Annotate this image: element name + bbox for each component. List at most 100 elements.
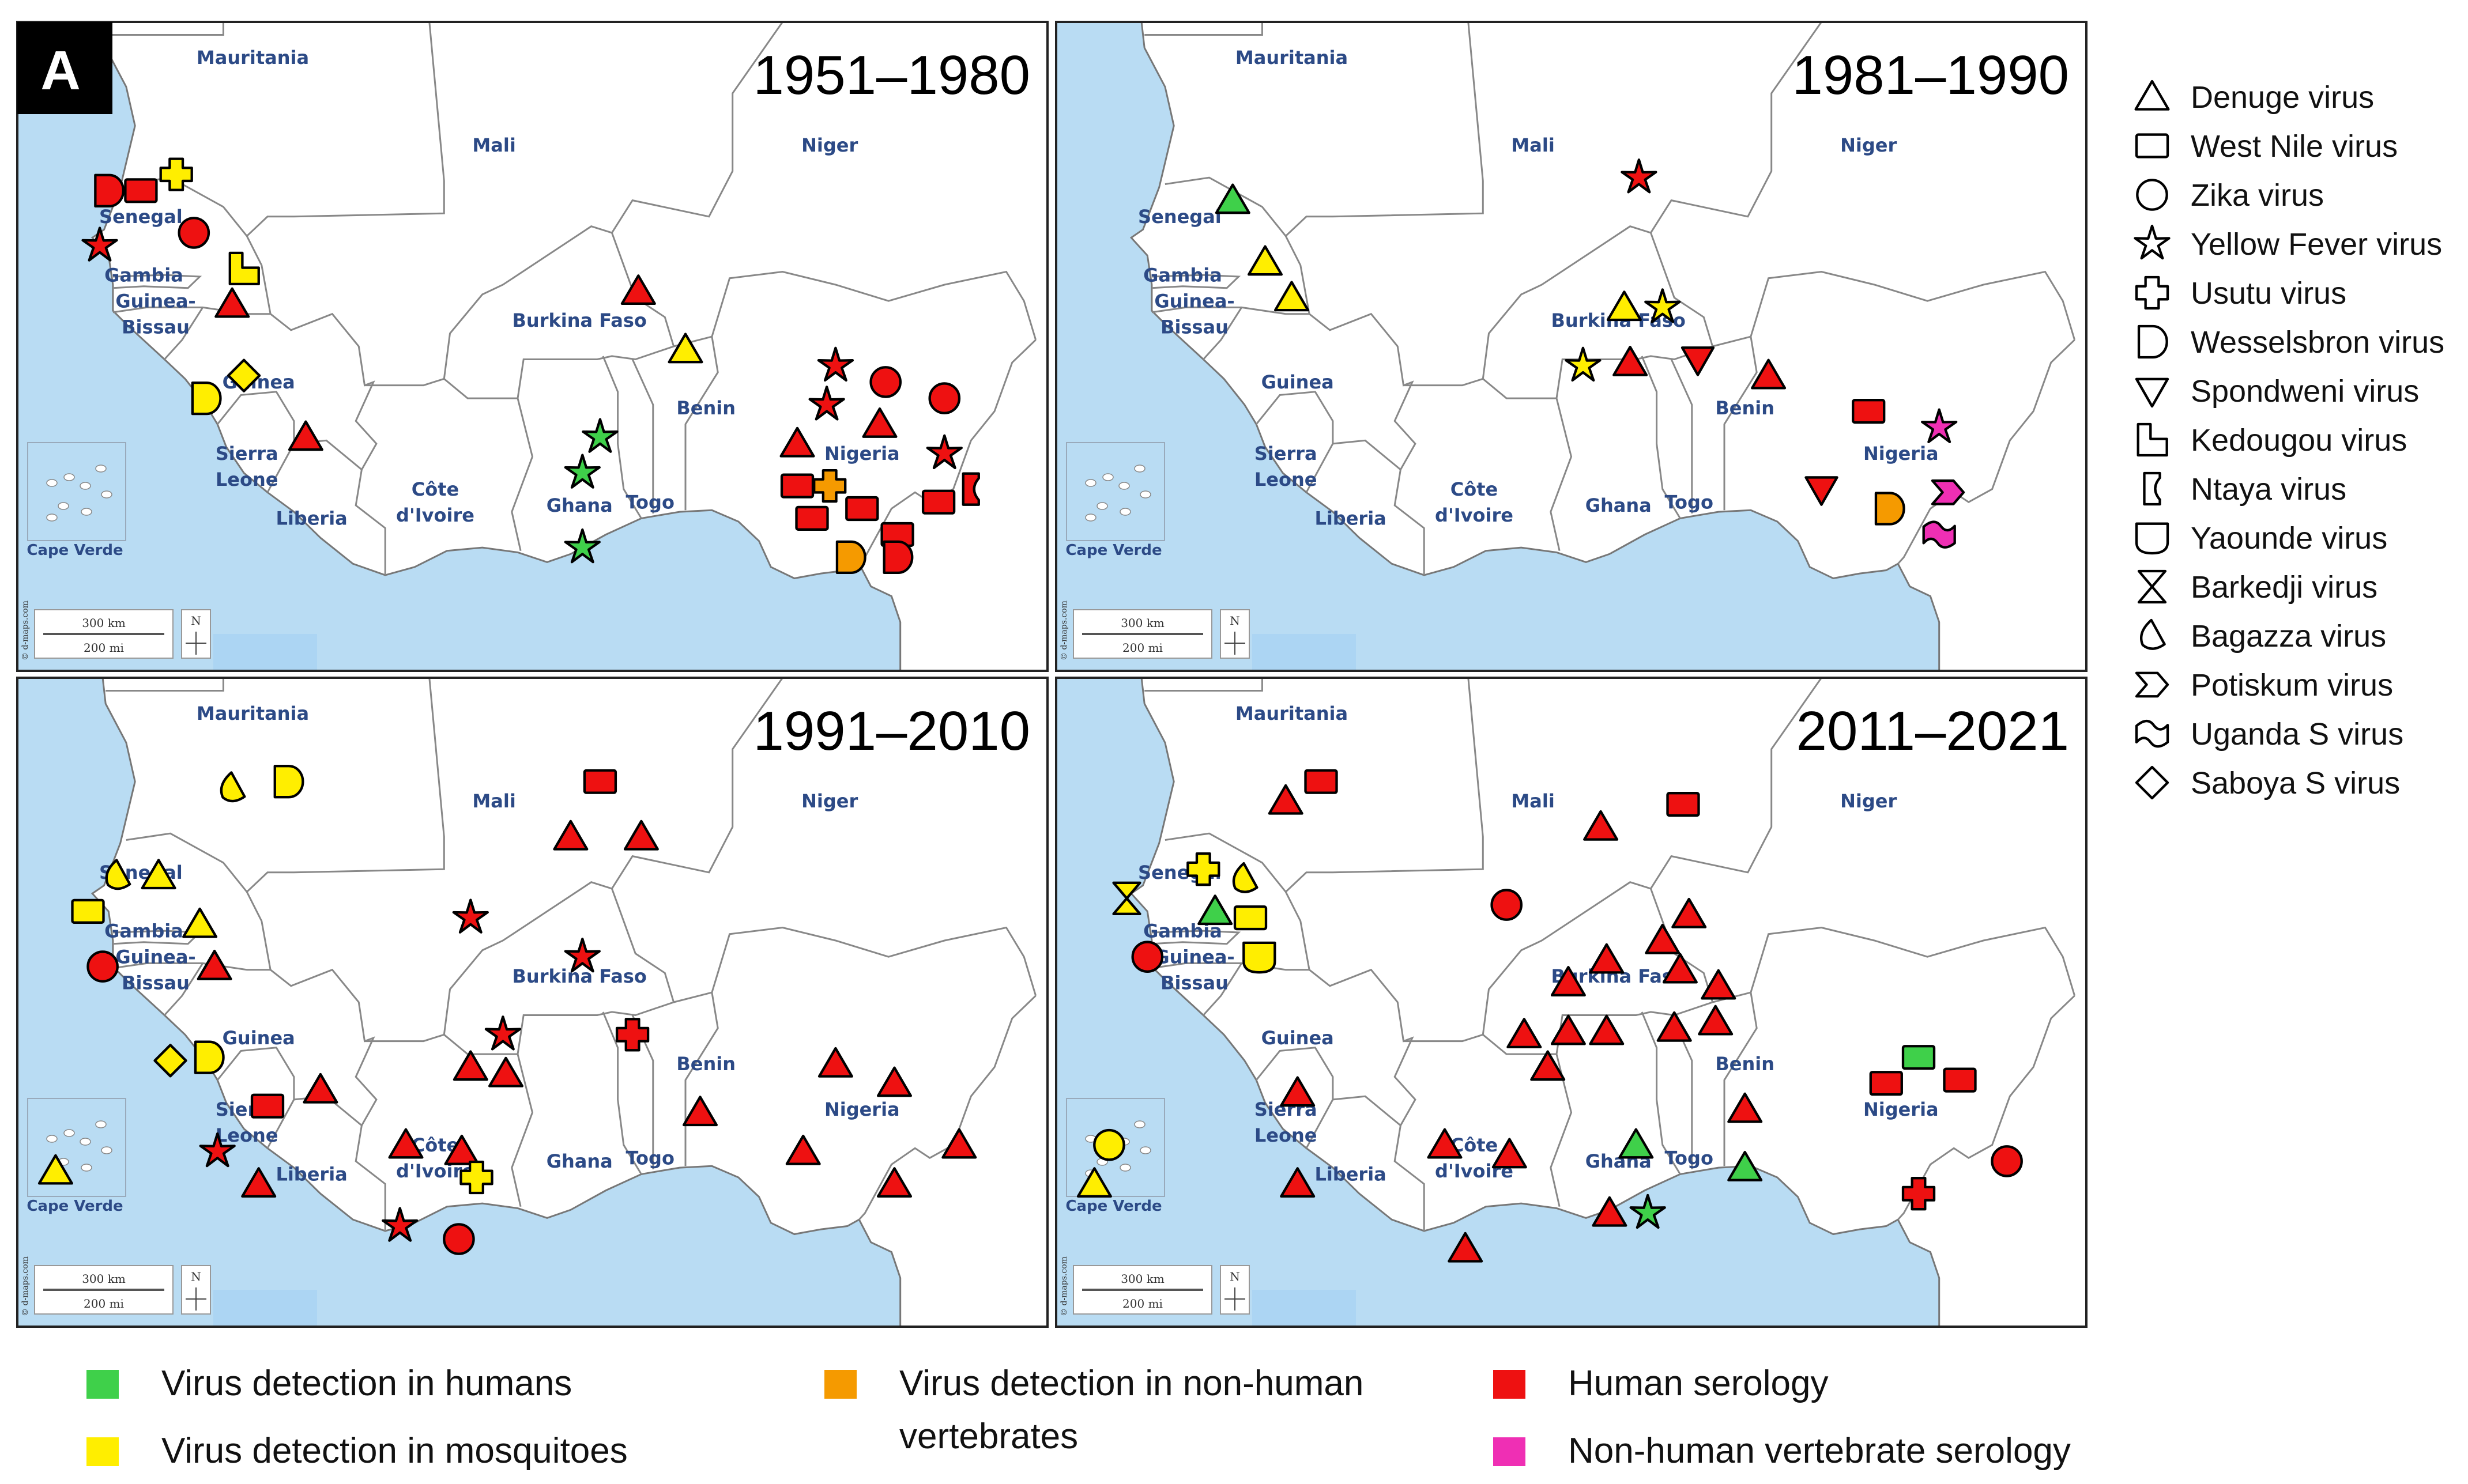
legend-square-icon	[2135, 133, 2169, 158]
north-arrow: N	[1220, 609, 1250, 659]
marker-wesselsbron-human-serology	[94, 173, 125, 207]
scale-bar: 300 km 200 mi	[34, 609, 174, 659]
legend-category-label: Virus detection in mosquitoes	[161, 1431, 628, 1471]
country-label-burkina-faso: Burkina Faso	[513, 309, 647, 331]
color-legend-human-detection: Virus detection in humans	[86, 1364, 572, 1403]
country-border	[517, 888, 675, 1055]
country-label-sierra-leone-2: Leone	[216, 469, 278, 490]
country-border	[1165, 22, 1484, 237]
country-label-guinea: Guinea	[1261, 371, 1334, 393]
country-border	[631, 358, 654, 513]
color-legend-human-serology: Human serology	[1493, 1364, 1828, 1403]
cape-verde-label: Cape Verde	[27, 542, 123, 559]
country-border	[1712, 991, 1758, 1166]
country-border	[611, 678, 783, 889]
marker-triangle-human-serology	[682, 1096, 718, 1127]
period-title: 2011–2021	[1796, 700, 2069, 762]
country-border	[1151, 274, 1241, 289]
country-border	[1284, 235, 1310, 314]
marker-star-human-serology	[452, 898, 489, 934]
country-label-senegal: Senegal	[1138, 206, 1222, 228]
north-label: N	[191, 1270, 201, 1283]
country-label-mali: Mali	[1511, 790, 1554, 812]
country-label-benin: Benin	[676, 397, 736, 419]
marker-star-human-serology	[926, 434, 963, 470]
marker-triangle-human-serology	[1491, 1138, 1527, 1169]
marker-circle-human-serology	[178, 217, 210, 249]
legend-virus-label: Yellow Fever virus	[2191, 227, 2442, 262]
marker-star-human-serology	[1621, 158, 1657, 194]
marker-triangle-human-serology	[197, 949, 232, 980]
legend-ntaya-icon	[2143, 471, 2161, 506]
country-label-togo: Togo	[626, 1147, 674, 1169]
country-label-niger: Niger	[1840, 790, 1897, 812]
legend-swatch	[1493, 1370, 1525, 1399]
markers	[1076, 769, 2023, 1263]
legend-virus-label: Yaounde virus	[2191, 521, 2387, 556]
marker-barkedji-mosquito-detection	[1112, 881, 1141, 915]
marker-star-mosquito-detection	[1565, 346, 1602, 382]
sea-patch	[213, 634, 317, 671]
marker-circle-human-serology	[928, 382, 961, 414]
country-label-togo: Togo	[626, 492, 674, 513]
marker-square-human-serology	[1304, 769, 1338, 794]
country-border	[711, 926, 1037, 996]
country-label-nigeria: Nigeria	[1863, 1098, 1939, 1120]
country-border	[1284, 891, 1310, 970]
legend-virus-label: Potiskum virus	[2191, 668, 2393, 703]
marker-bagazza-mosquito-detection	[1232, 862, 1259, 893]
period-title: 1991–2010	[753, 700, 1030, 762]
country-label-liberia: Liberia	[1314, 508, 1386, 530]
north-arrow: N	[181, 1265, 211, 1315]
marker-triangle-human-serology	[876, 1167, 913, 1198]
country-border	[711, 270, 1037, 341]
legend-virus-label: Saboya S virus	[2191, 766, 2400, 800]
country-label-guinea-bissau-2: Bissau	[122, 972, 190, 994]
markers	[37, 765, 977, 1255]
marker-wesselsbron-nonhuman-detection	[835, 540, 866, 575]
marker-cross-nonhuman-detection	[813, 469, 847, 503]
marker-triangle-human-serology	[1671, 897, 1707, 928]
legend-virus-label: Zika virus	[2191, 178, 2324, 213]
legend-uganda-icon	[2135, 719, 2169, 748]
copyright: © d-maps.com	[1060, 601, 1069, 660]
marker-star-human-detection	[564, 454, 601, 489]
marker-triangle-human-serology	[779, 426, 815, 458]
marker-square-human-serology	[845, 496, 879, 522]
copyright: © d-maps.com	[1060, 1256, 1069, 1316]
marker-square-human-serology	[250, 1093, 285, 1119]
marker-triangle-human-serology	[1698, 1005, 1734, 1036]
north-label: N	[1230, 1270, 1240, 1283]
country-border	[126, 22, 445, 237]
marker-star-human-detection	[564, 528, 601, 564]
scale-mi: 200 mi	[1122, 1297, 1163, 1311]
legend-item-star: Yellow Fever virus	[2134, 224, 2442, 262]
country-label-gambia: Gambia	[1143, 264, 1222, 286]
marker-triangle-human-serology	[488, 1056, 524, 1087]
marker-triangle-human-serology	[1645, 923, 1680, 954]
country-label-togo: Togo	[1664, 492, 1713, 513]
scale-km: 300 km	[82, 616, 126, 630]
marker-spondweni-human-serology	[1804, 476, 1838, 506]
marker-triangle-mosquito-detection	[668, 333, 703, 364]
country-border	[1750, 270, 2076, 341]
legend-item-circle: Zika virus	[2136, 178, 2324, 213]
scale-bar: 300 km 200 mi	[1073, 1265, 1212, 1315]
marker-triangle-mosquito-detection	[182, 907, 218, 938]
color-legend-nonhuman-detection: Virus detection in non-human vertebrates	[824, 1364, 1363, 1456]
country-label-guinea: Guinea	[223, 1027, 295, 1049]
country-label-liberia: Liberia	[1314, 1164, 1386, 1185]
marker-bagazza-mosquito-detection	[220, 771, 246, 803]
panel-letter: A	[40, 40, 80, 101]
panel-frame	[1055, 21, 2088, 672]
marker-triangle-mosquito-detection	[1247, 245, 1283, 276]
marker-triangle-human-serology	[1583, 810, 1619, 841]
country-border	[126, 678, 445, 893]
country-border	[1144, 22, 1263, 36]
marker-triangle-human-detection	[1727, 1150, 1763, 1181]
marker-uganda-nonhuman-serology	[1922, 520, 1956, 549]
country-border	[611, 22, 783, 233]
country-label-nigeria: Nigeria	[1863, 443, 1939, 465]
country-label-guinea-bissau-1: Guinea-	[115, 946, 195, 968]
country-border	[1750, 926, 2076, 996]
